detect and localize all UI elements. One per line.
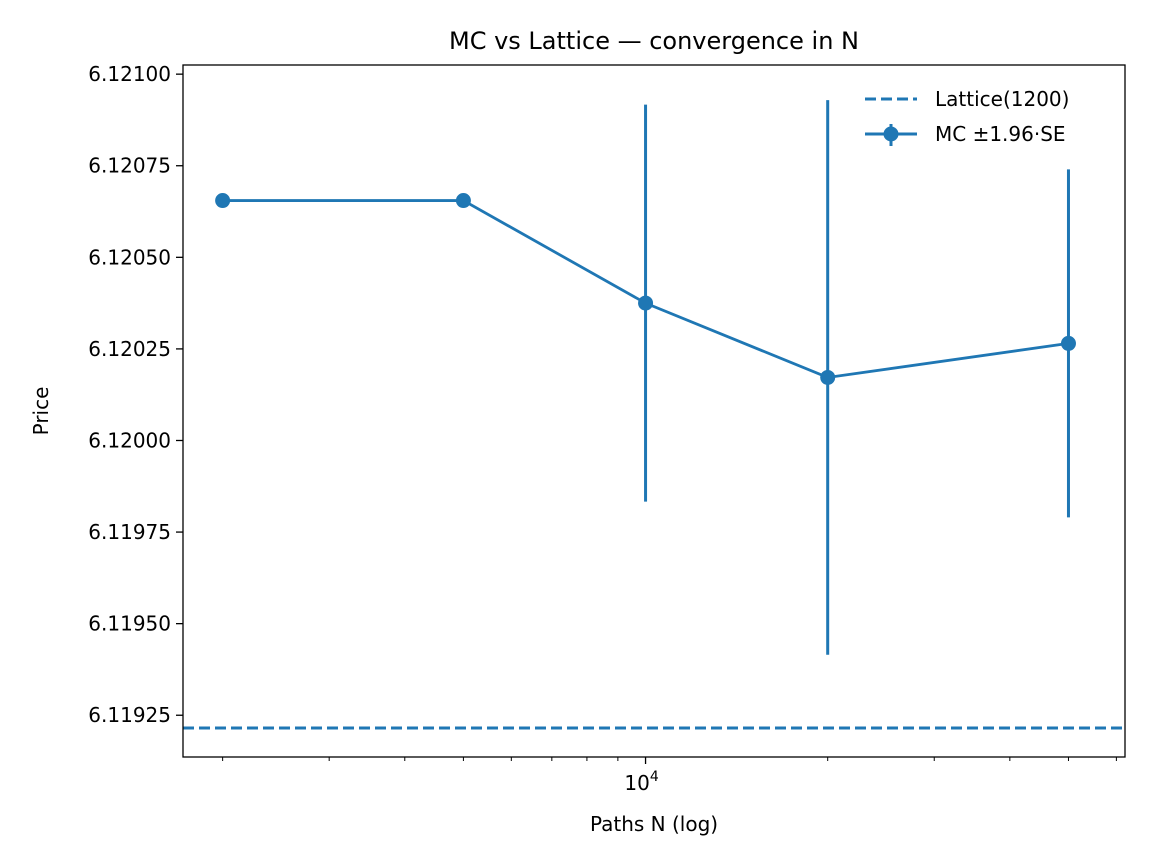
chart-title: MC vs Lattice — convergence in N [449,27,859,55]
mc-point [820,369,836,385]
y-tick-label: 6.12100 [88,62,171,86]
y-tick-label: 6.11950 [88,612,171,636]
y-axis: 6.11925 6.11950 6.11975 6.12000 6.12025 6.120… [88,62,183,727]
y-tick-label: 6.12000 [88,428,171,452]
mc-point [215,193,231,209]
mc-point [455,193,471,209]
legend-mc-marker [883,126,899,142]
y-tick-label: 6.11975 [88,520,171,544]
y-tick-label: 6.12025 [88,337,171,361]
x-tick-label: 104 [624,769,658,795]
legend: Lattice(1200) MC ±1.96·SE [865,87,1069,146]
legend-mc-label: MC ±1.96·SE [935,122,1066,146]
mc-point [638,295,654,311]
y-tick-label: 6.12075 [88,154,171,178]
y-axis-label: Price [29,387,53,436]
legend-lattice-label: Lattice(1200) [935,87,1069,111]
y-tick-label: 6.12050 [88,245,171,269]
x-axis: 104 [222,757,1117,795]
plot-area [183,100,1125,730]
axes-frame [182,64,1126,758]
y-tick-label: 6.11925 [88,703,171,727]
x-axis-label: Paths N (log) [590,812,718,836]
mc-point [1060,335,1076,351]
